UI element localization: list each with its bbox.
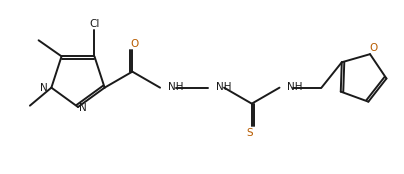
Text: S: S	[246, 128, 253, 138]
Text: N: N	[40, 83, 47, 93]
Text: N: N	[79, 103, 87, 113]
Text: NH: NH	[288, 82, 303, 92]
Text: O: O	[130, 39, 139, 49]
Text: NH: NH	[168, 82, 183, 92]
Text: NH: NH	[216, 82, 231, 92]
Text: Cl: Cl	[89, 19, 100, 29]
Text: O: O	[369, 43, 377, 53]
